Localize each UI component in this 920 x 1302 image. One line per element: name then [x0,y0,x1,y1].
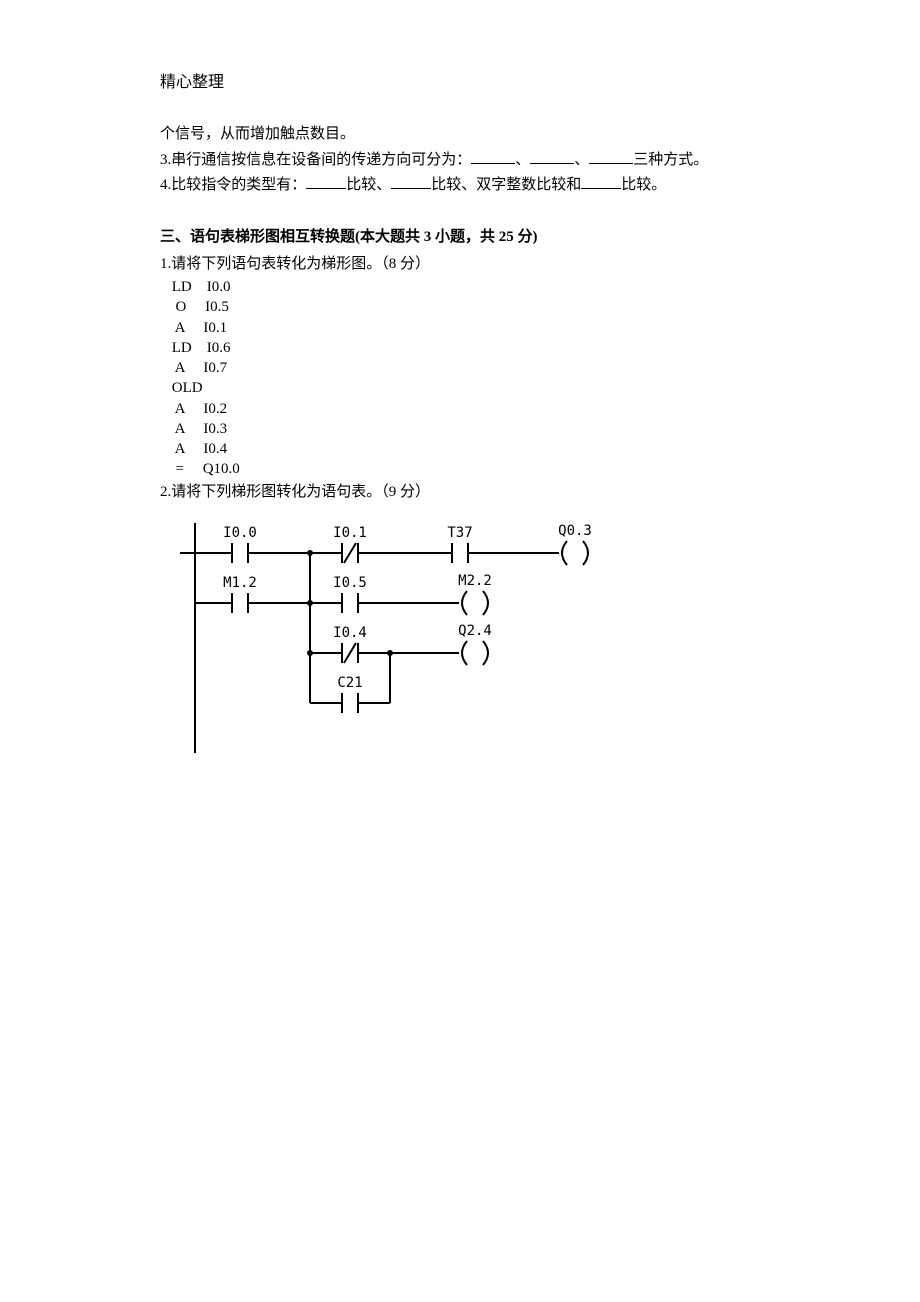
q3-blank-2 [530,150,574,164]
q3-blank-3 [589,150,633,164]
q3-sep2: 、 [574,152,589,168]
header-title: 精心整理 [160,74,224,91]
svg-text:T37: T37 [447,525,472,541]
svg-text:I0.5: I0.5 [333,575,367,591]
q4-mid1: 比较、 [346,177,391,193]
q3-sep1: 、 [515,152,530,168]
svg-text:I0.4: I0.4 [333,625,367,641]
q4-blank-2 [391,175,431,189]
ladder-diagram: I0.0 I0.1 T37 Q0.3 M1.2 I0.5 M2.2 I0.4 Q2.4 C21 [180,513,760,768]
q4-blank-3 [581,175,621,189]
instruction-list: LD I0.0 O I0.5 A I0.1 LD I0.6 A I0.7 OLD… [168,277,760,480]
q3-suffix: 三种方式。 [633,152,708,168]
svg-text:C21: C21 [337,675,362,691]
svg-text:I0.0: I0.0 [223,525,257,541]
q4-prefix: 4.比较指令的类型有： [160,177,306,193]
ladder-svg: I0.0 I0.1 T37 Q0.3 M1.2 I0.5 M2.2 I0.4 Q2.4 C21 [180,513,620,763]
continuation-line: 个信号，从而增加触点数目。 [160,122,760,148]
svg-text:M2.2: M2.2 [458,573,492,589]
question-4: 4.比较指令的类型有： 比较、 比较、双字整数比较和 比较。 [160,173,760,199]
svg-text:Q0.3: Q0.3 [558,523,592,539]
page-header: 精心整理 [160,68,760,92]
q4-blank-1 [306,175,346,189]
q3-prefix: 3.串行通信按信息在设备间的传递方向可分为： [160,152,471,168]
body-content: 个信号，从而增加触点数目。 3.串行通信按信息在设备间的传递方向可分为： 、 、 三种… [160,122,760,199]
svg-text:M1.2: M1.2 [223,575,257,591]
q4-suffix: 比较。 [621,177,666,193]
section-3-title: 三、语句表梯形图相互转换题(本大题共 3 小题，共 25 分) [160,225,760,246]
q3-blank-1 [471,150,515,164]
q4-mid2: 比较、双字整数比较和 [431,177,581,193]
question-3: 3.串行通信按信息在设备间的传递方向可分为： 、 、 三种方式。 [160,148,760,174]
section-3-q2: 2.请将下列梯形图转化为语句表。（9 分） [160,480,760,506]
section-3-q1: 1.请将下列语句表转化为梯形图。（8 分） [160,252,760,278]
svg-text:I0.1: I0.1 [333,525,367,541]
svg-text:Q2.4: Q2.4 [458,623,492,639]
